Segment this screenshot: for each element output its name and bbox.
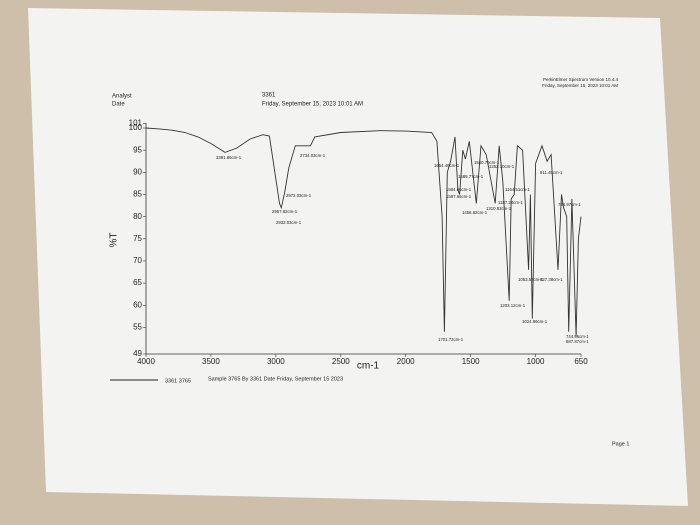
peak-label: 1654.46cm-1 [434, 163, 460, 168]
legend-name: 3361 3765 [165, 378, 191, 384]
y-tick-label: 60 [133, 300, 142, 309]
peak-label: 1540.79cm-1 [474, 160, 500, 165]
peak-label: 1584.66cm-1 [446, 187, 472, 192]
peak-label: 1252.10cm-1 [489, 164, 515, 169]
peak-label: 1456.62cm-1 [462, 210, 488, 215]
software: PerkinElmer Spectrum Version 10.4.4 [543, 77, 619, 82]
peak-label: 1589.77cm-1 [458, 174, 484, 179]
peak-label: 1164.51cm-1 [505, 187, 530, 192]
spectrum-line [145, 127, 582, 337]
peak-label: 1597.66cm-1 [446, 194, 472, 199]
y-tick-label: 90 [133, 167, 142, 176]
analyst-label: Analyst [112, 94, 132, 100]
x-tick-label: 650 [574, 357, 588, 366]
software-date: Friday, September 15, 2023 10:01 AM [542, 83, 618, 88]
peak-label: 1203.12cm-1 [500, 303, 526, 308]
y-tick-label: 70 [133, 256, 142, 265]
y-tick-label: 55 [133, 323, 142, 332]
x-tick-label: 2500 [332, 357, 350, 366]
peak-label: 2734.03cm-1 [300, 153, 326, 158]
peak-label: 1187.24cm-1 [498, 200, 523, 205]
x-tick-label: 1000 [527, 357, 545, 366]
y-tick-label: 65 [133, 278, 142, 287]
peak-label: 1310.83cm-1 [486, 206, 512, 211]
peak-label: 687.87cm-1 [566, 339, 589, 344]
y-axis-label: %T [109, 233, 120, 248]
x-axis-label: cm-1 [357, 361, 380, 372]
peak-label: 2932.03cm-1 [276, 220, 302, 225]
y-tick-label: 95 [133, 145, 142, 154]
peak-label: 1701.72cm-1 [438, 337, 464, 342]
x-tick-label: 1500 [462, 357, 480, 366]
peak-label: 3391.86cm-1 [216, 155, 242, 160]
y-tick-label: 100 [129, 123, 143, 132]
peak-label: 1053.57cm-1 [518, 277, 544, 282]
paper [28, 8, 688, 506]
peak-label: 784.97cm-1 [558, 202, 581, 207]
peak-label: 911.45cm-1 [540, 170, 563, 175]
y-tick-label: 49 [133, 349, 142, 358]
peak-label: 2972.03cm-1 [286, 193, 312, 198]
x-tick-label: 3500 [202, 357, 220, 366]
page-number: Page 1 [612, 441, 629, 447]
peak-label: 1024.86cm-1 [522, 319, 548, 324]
x-tick-label: 3000 [267, 357, 285, 366]
date: Friday, September 15, 2023 10:01 AM [262, 102, 363, 108]
x-tick-label: 2000 [397, 357, 415, 366]
y-tick-label: 85 [133, 190, 142, 199]
sample-id: 3361 [262, 93, 276, 99]
legend-description: Sample 3765 By 3361 Date Friday, Septemb… [208, 376, 343, 382]
peak-label: 827.38cm-1 [540, 277, 563, 282]
y-tick-label: 101 [129, 119, 143, 128]
y-tick-label: 75 [133, 234, 142, 243]
date-label: Date [112, 102, 125, 108]
peak-label: 2957.82cm-1 [272, 209, 298, 214]
x-tick-label: 4000 [137, 357, 155, 366]
y-tick-label: 80 [133, 212, 142, 221]
peak-label: 744.96cm-1 [566, 334, 589, 339]
